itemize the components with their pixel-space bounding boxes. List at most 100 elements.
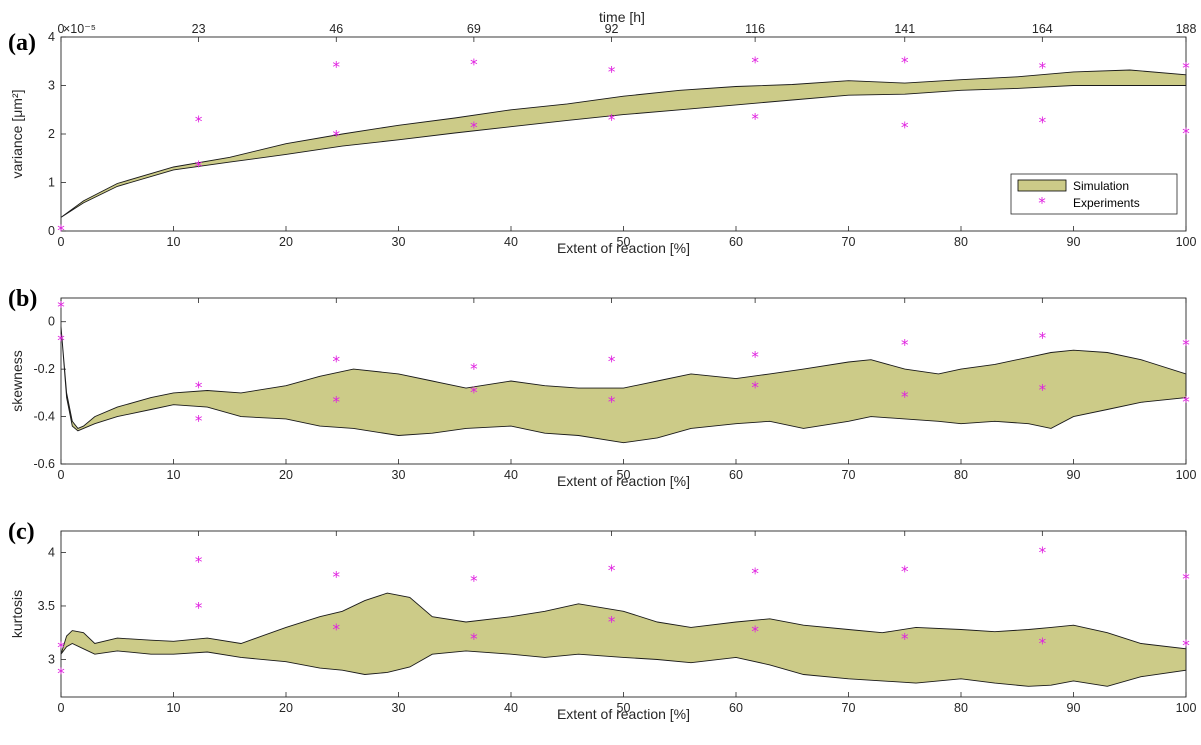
y-axis-label: kurtosis [9, 590, 25, 638]
x-tick-label: 50 [617, 468, 631, 482]
experiment-marker: * [333, 620, 341, 638]
y-tick-label: 0 [48, 224, 55, 238]
experiment-marker: * [470, 572, 478, 590]
y-tick-label: 0 [48, 315, 55, 329]
experiment-marker: * [1182, 636, 1190, 654]
experiment-marker: * [608, 353, 616, 371]
experiment-marker: * [751, 623, 759, 641]
x-tick-label: 80 [954, 468, 968, 482]
experiment-marker: * [751, 379, 759, 397]
experiment-marker: * [1039, 634, 1047, 652]
experiment-marker: * [470, 360, 478, 378]
experiment-marker: * [901, 336, 909, 354]
experiment-marker: * [608, 111, 616, 129]
x-tick-label: 90 [1067, 468, 1081, 482]
x-tick-label: 0 [58, 235, 65, 249]
y-tick-label: 3 [48, 653, 55, 667]
experiment-marker: * [57, 639, 65, 657]
y-exponent-label: ×10⁻⁵ [63, 22, 96, 36]
experiment-marker: * [608, 613, 616, 631]
top-tick-label: 46 [329, 22, 343, 36]
top-tick-label: 164 [1032, 22, 1053, 36]
experiment-marker: * [1039, 543, 1047, 561]
y-tick-label: 3.5 [38, 599, 55, 613]
x-tick-label: 50 [617, 701, 631, 715]
x-tick-label: 10 [167, 468, 181, 482]
x-tick-label: 60 [729, 468, 743, 482]
legend: Simulation * Experiments [1010, 173, 1178, 215]
x-tick-label: 10 [167, 701, 181, 715]
simulation-band [60, 592, 1187, 687]
x-tick-label: 30 [392, 468, 406, 482]
experiment-marker: * [333, 353, 341, 371]
experiment-marker: * [470, 118, 478, 136]
x-tick-label: 0 [58, 468, 65, 482]
x-tick-label: 70 [842, 468, 856, 482]
experiment-marker: * [608, 561, 616, 579]
x-tick-label: 20 [279, 235, 293, 249]
x-tick-label: 60 [729, 701, 743, 715]
experiment-marker: * [470, 56, 478, 74]
x-tick-label: 0 [58, 701, 65, 715]
experiment-marker: * [1039, 59, 1047, 77]
x-tick-label: 30 [392, 235, 406, 249]
x-tick-label: 80 [954, 701, 968, 715]
experiment-marker: * [195, 412, 203, 430]
x-tick-label: 20 [279, 468, 293, 482]
x-axis-label: Extent of reaction [%] [557, 240, 690, 256]
y-tick-label: 2 [48, 127, 55, 141]
experiment-marker: * [333, 127, 341, 145]
chart-panel-2: 0 10 20 30 40 50 60 70 80 90 100 -0.6 -0.4 -0.2 0 Exten… [8, 286, 1196, 489]
x-tick-label: 100 [1176, 701, 1197, 715]
experiment-marker: * [470, 383, 478, 401]
experiment-marker: * [333, 568, 341, 586]
x-tick-label: 20 [279, 701, 293, 715]
top-tick-label: 116 [745, 22, 765, 36]
x-tick-label: 30 [392, 701, 406, 715]
y-tick-label: 1 [48, 176, 55, 190]
panel-label: (b) [8, 286, 37, 312]
experiment-marker: * [901, 118, 909, 136]
experiment-marker: * [901, 563, 909, 581]
experiment-marker: * [751, 53, 759, 71]
experiment-marker: * [751, 110, 759, 128]
y-tick-label: 4 [48, 30, 55, 44]
simulation-band [60, 326, 1187, 444]
chart-panel-3: 0 10 20 30 40 50 60 70 80 90 100 3 3.5 4 Extent of rea… [8, 519, 1196, 722]
x-tick-label: 80 [954, 235, 968, 249]
x-axis-label: Extent of reaction [%] [557, 473, 690, 489]
panel-label: (c) [8, 519, 35, 545]
experiment-marker: * [195, 599, 203, 617]
top-axis-label: time [h] [599, 9, 645, 25]
experiment-marker: * [57, 664, 65, 682]
experiment-marker: * [470, 630, 478, 648]
experiment-marker: * [333, 393, 341, 411]
x-tick-label: 70 [842, 701, 856, 715]
x-tick-label: 40 [504, 701, 518, 715]
experiment-marker: * [1039, 329, 1047, 347]
y-tick-label: -0.6 [33, 457, 55, 471]
experiment-marker: * [901, 53, 909, 71]
experiment-marker: * [57, 331, 65, 349]
x-tick-label: 10 [167, 235, 181, 249]
experiment-marker: * [1182, 336, 1190, 354]
y-tick-label: -0.4 [33, 410, 55, 424]
experiment-marker: * [751, 565, 759, 583]
experiment-marker: * [1182, 570, 1190, 588]
x-tick-label: 70 [842, 235, 856, 249]
experiment-marker: * [195, 553, 203, 571]
experiment-marker: * [1182, 125, 1190, 143]
x-tick-label: 90 [1067, 701, 1081, 715]
legend-experiments-label: Experiments [1073, 196, 1140, 210]
top-tick-label: 23 [192, 22, 206, 36]
legend-experiments-marker: * [1038, 194, 1046, 212]
experiment-marker: * [195, 379, 203, 397]
x-tick-label: 40 [504, 468, 518, 482]
x-tick-label: 50 [617, 235, 631, 249]
experiment-marker: * [195, 112, 203, 130]
y-axis-label: skewness [9, 350, 25, 411]
x-axis-label: Extent of reaction [%] [557, 706, 690, 722]
experiment-marker: * [901, 630, 909, 648]
